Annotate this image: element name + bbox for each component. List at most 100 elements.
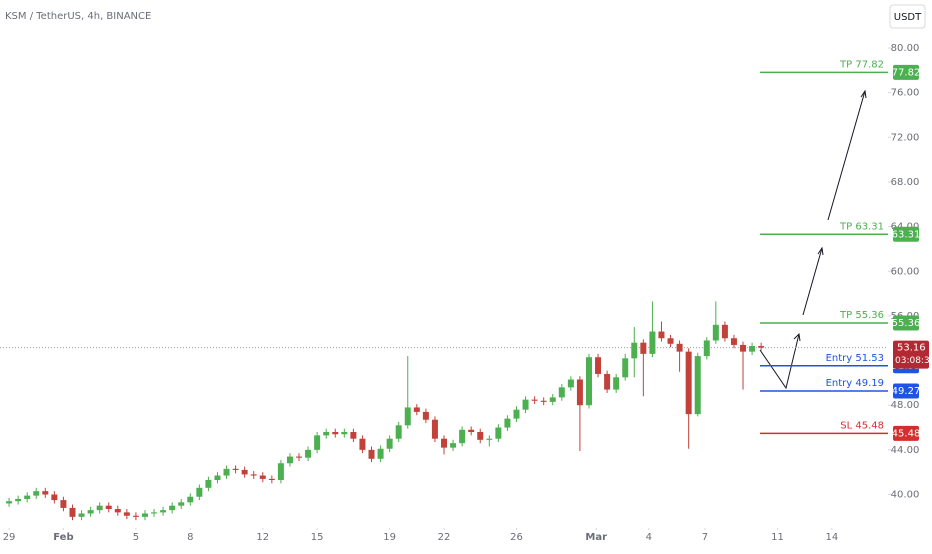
- candle-body: [223, 468, 230, 476]
- candle-body: [105, 505, 112, 510]
- x-tick-label: 26: [510, 532, 523, 543]
- candle-body: [359, 438, 366, 450]
- x-tick-label: 5: [133, 532, 139, 543]
- candle-body: [24, 495, 31, 499]
- current-price-label: 53.16: [897, 343, 926, 354]
- y-tick-label: 72.00: [891, 132, 920, 143]
- candle-body: [513, 409, 520, 419]
- candle-body: [250, 474, 257, 476]
- candle-body: [141, 513, 148, 517]
- candle-body: [286, 456, 293, 464]
- x-tick-label: 29: [3, 532, 16, 543]
- candle-body: [730, 338, 737, 345]
- y-tick-label: 60.00: [891, 266, 920, 277]
- candle-body: [350, 432, 357, 439]
- candle-body: [51, 494, 58, 501]
- x-tick-label: 7: [702, 532, 708, 543]
- level-tag-label: 77.82: [892, 67, 921, 78]
- candle-body: [477, 432, 484, 440]
- candle-body: [268, 478, 275, 480]
- candle-body: [604, 373, 611, 390]
- x-tick-label: 22: [438, 532, 451, 543]
- candle-body: [305, 449, 312, 458]
- candle-body: [123, 512, 130, 516]
- level-label: Entry 51.53: [826, 353, 884, 364]
- candle-body: [386, 438, 393, 449]
- candle-body: [667, 338, 674, 344]
- candle-body: [622, 358, 629, 378]
- level-tag: [893, 226, 919, 242]
- candle-body: [758, 346, 765, 348]
- arrow-path: [759, 333, 800, 390]
- candle-body: [676, 343, 683, 352]
- level-tag-label: 63.31: [892, 229, 921, 240]
- currency-button[interactable]: [889, 4, 926, 29]
- candle-body: [60, 500, 67, 508]
- candle-body: [422, 411, 429, 420]
- x-tick-label: Mar: [585, 532, 607, 543]
- candle-body: [558, 387, 565, 398]
- candle-body: [15, 498, 22, 502]
- x-tick-label: 19: [383, 532, 396, 543]
- y-tick-label: 40.00: [891, 490, 920, 501]
- candle-body: [196, 487, 203, 497]
- candle-body: [114, 509, 121, 513]
- candle-body: [721, 324, 728, 339]
- candle-body: [42, 491, 49, 495]
- y-tick-label: 68.00: [891, 177, 920, 188]
- candle-body: [395, 425, 402, 439]
- y-tick-label: 80.00: [891, 43, 920, 54]
- candle-body: [567, 379, 574, 388]
- current-price-tag: [893, 340, 929, 369]
- candle-body: [749, 346, 756, 352]
- projection-arrows: [759, 89, 867, 390]
- candle-body: [413, 407, 420, 412]
- candle-body: [341, 432, 348, 435]
- candle-body: [277, 463, 284, 480]
- candle-body: [685, 351, 692, 415]
- chart-title: KSM / TetherUS, 4h, BINANCE: [5, 11, 151, 22]
- candle-body: [232, 468, 239, 470]
- candle-body: [205, 480, 212, 488]
- level-label: TP 77.82: [839, 59, 884, 70]
- candle-body: [712, 324, 719, 341]
- candle-body: [33, 491, 40, 496]
- countdown-label: 03:08:39: [895, 356, 932, 366]
- candle-body: [151, 512, 158, 514]
- candle-body: [6, 501, 13, 504]
- y-tick-label: 76.00: [891, 88, 920, 99]
- y-tick-label: 48.00: [891, 400, 920, 411]
- candle-body: [441, 438, 447, 448]
- candle-body: [323, 432, 330, 436]
- candle-body: [585, 357, 592, 406]
- level-label: SL 45.48: [840, 420, 884, 431]
- candle-body: [640, 342, 647, 354]
- candle-body: [486, 438, 493, 440]
- level-label: Entry 49.19: [826, 378, 884, 389]
- candle-body: [132, 515, 139, 517]
- level-tag: [893, 383, 919, 399]
- level-tag: [893, 315, 919, 331]
- candle-body: [549, 397, 556, 402]
- candle-body: [613, 377, 620, 390]
- arrow-path: [827, 90, 866, 221]
- candle-body: [459, 429, 466, 444]
- candle-body: [576, 379, 583, 406]
- candle-body: [703, 340, 710, 357]
- candle-body: [87, 510, 94, 514]
- x-tick-label: 14: [825, 532, 838, 543]
- currency-label[interactable]: USDT: [894, 12, 922, 23]
- candle-body: [404, 407, 411, 426]
- candle-body: [740, 344, 747, 352]
- level-label: TP 63.31: [839, 221, 884, 232]
- candle-body: [169, 505, 176, 511]
- candle-body: [431, 419, 438, 439]
- candle-body: [69, 507, 76, 517]
- candle-body: [377, 448, 384, 459]
- x-tick-label: 15: [311, 532, 324, 543]
- candle-body: [78, 513, 85, 517]
- level-tag: [893, 64, 919, 80]
